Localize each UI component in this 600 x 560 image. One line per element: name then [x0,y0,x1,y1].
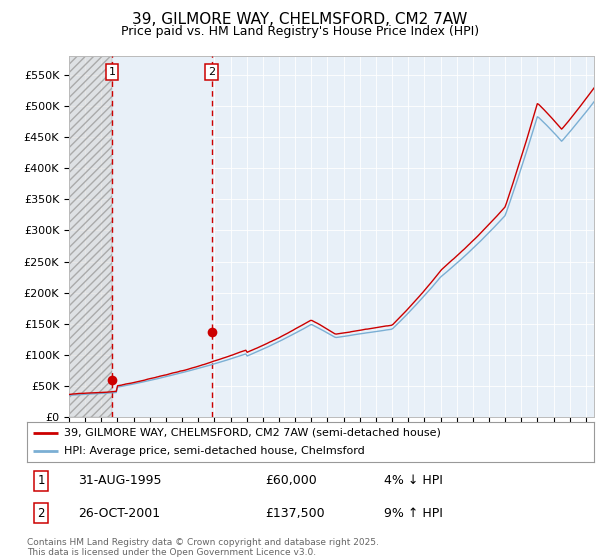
Text: 9% ↑ HPI: 9% ↑ HPI [384,507,443,520]
Text: HPI: Average price, semi-detached house, Chelmsford: HPI: Average price, semi-detached house,… [64,446,365,456]
Text: £60,000: £60,000 [265,474,317,487]
Text: 26-OCT-2001: 26-OCT-2001 [78,507,160,520]
Text: 31-AUG-1995: 31-AUG-1995 [78,474,161,487]
Text: £137,500: £137,500 [265,507,325,520]
Text: 2: 2 [208,67,215,77]
Text: Contains HM Land Registry data © Crown copyright and database right 2025.
This d: Contains HM Land Registry data © Crown c… [27,538,379,557]
Text: Price paid vs. HM Land Registry's House Price Index (HPI): Price paid vs. HM Land Registry's House … [121,25,479,38]
Text: 2: 2 [37,507,45,520]
Text: 39, GILMORE WAY, CHELMSFORD, CM2 7AW: 39, GILMORE WAY, CHELMSFORD, CM2 7AW [133,12,467,27]
Text: 39, GILMORE WAY, CHELMSFORD, CM2 7AW (semi-detached house): 39, GILMORE WAY, CHELMSFORD, CM2 7AW (se… [64,428,441,437]
Text: 1: 1 [37,474,45,487]
Bar [112,56,212,417]
Bar [69,56,112,417]
Bar [69,56,112,417]
Text: 4% ↓ HPI: 4% ↓ HPI [384,474,443,487]
Text: 1: 1 [109,67,116,77]
